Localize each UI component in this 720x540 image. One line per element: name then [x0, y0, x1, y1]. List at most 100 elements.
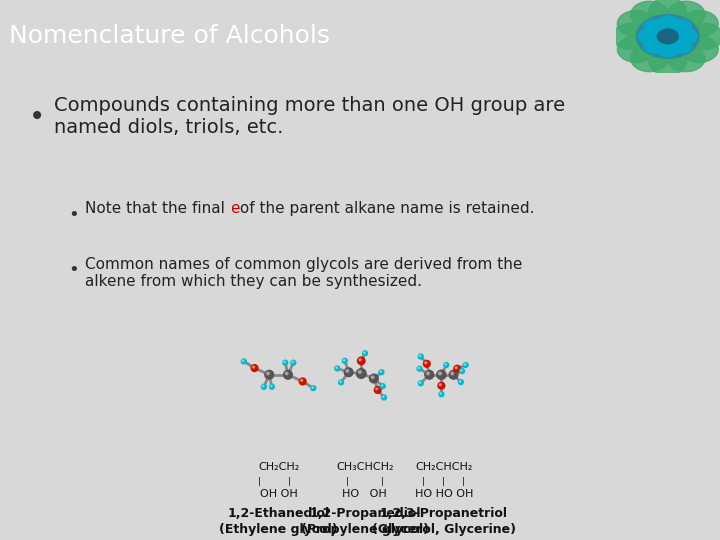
Circle shape [312, 387, 313, 388]
Circle shape [636, 15, 699, 58]
Circle shape [300, 378, 306, 385]
Text: HO   OH: HO OH [343, 489, 387, 499]
Circle shape [292, 361, 293, 363]
Circle shape [657, 29, 678, 44]
Circle shape [639, 29, 660, 44]
Circle shape [372, 376, 374, 379]
Circle shape [445, 363, 446, 365]
Circle shape [380, 371, 382, 372]
Circle shape [364, 352, 365, 353]
Circle shape [418, 367, 420, 369]
Circle shape [667, 45, 705, 72]
Circle shape [644, 20, 665, 35]
Circle shape [461, 370, 462, 371]
Circle shape [437, 370, 446, 380]
Circle shape [269, 384, 274, 389]
Circle shape [649, 49, 687, 75]
Circle shape [338, 380, 343, 385]
Circle shape [382, 384, 383, 386]
Circle shape [382, 396, 384, 397]
Circle shape [439, 383, 441, 386]
Circle shape [680, 11, 719, 37]
Circle shape [284, 361, 285, 363]
Circle shape [363, 351, 367, 356]
Circle shape [454, 365, 461, 372]
Circle shape [419, 355, 420, 356]
Circle shape [266, 372, 269, 375]
Circle shape [423, 360, 431, 367]
Circle shape [243, 360, 244, 361]
Circle shape [464, 363, 466, 365]
Circle shape [262, 386, 264, 387]
Circle shape [344, 368, 353, 376]
Circle shape [343, 360, 345, 361]
Text: HO HO OH: HO HO OH [415, 489, 473, 499]
Text: •: • [68, 206, 79, 224]
Circle shape [613, 23, 650, 50]
Text: 1,2,3-Propanetriol: 1,2,3-Propanetriol [380, 507, 508, 520]
Text: |   |   |: | | | [421, 477, 467, 486]
Circle shape [376, 388, 378, 390]
Circle shape [427, 372, 429, 375]
Circle shape [311, 386, 316, 390]
Circle shape [439, 392, 444, 396]
Circle shape [617, 36, 655, 62]
Text: e: e [230, 201, 239, 217]
Circle shape [359, 359, 361, 361]
Circle shape [463, 363, 468, 368]
Circle shape [379, 370, 384, 375]
Circle shape [340, 381, 341, 382]
Text: CH₂CH₂: CH₂CH₂ [258, 462, 300, 472]
Circle shape [251, 364, 258, 372]
Circle shape [670, 38, 691, 53]
Circle shape [644, 38, 665, 53]
Circle shape [417, 366, 422, 371]
Circle shape [657, 16, 678, 31]
Text: (Propylene glycol): (Propylene glycol) [301, 523, 429, 536]
Circle shape [301, 380, 302, 381]
Circle shape [271, 386, 272, 387]
Circle shape [451, 372, 454, 375]
Text: OH OH: OH OH [260, 489, 297, 499]
Text: •: • [68, 261, 79, 279]
Circle shape [380, 384, 385, 389]
Circle shape [440, 393, 441, 394]
Text: of the parent alkane name is retained.: of the parent alkane name is retained. [235, 201, 534, 217]
Text: 1,2-Ethanediol: 1,2-Ethanediol [228, 507, 330, 520]
Circle shape [419, 382, 420, 383]
Circle shape [358, 357, 365, 364]
Circle shape [253, 366, 255, 368]
Text: |     |: | | [257, 477, 292, 486]
Circle shape [617, 11, 655, 37]
Circle shape [631, 45, 668, 72]
Circle shape [241, 359, 246, 364]
Circle shape [382, 395, 387, 400]
Text: Note that the final: Note that the final [85, 201, 230, 217]
Circle shape [291, 360, 296, 365]
Circle shape [284, 370, 292, 379]
Circle shape [657, 42, 678, 57]
Text: (Glycerol, Glycerine): (Glycerol, Glycerine) [372, 523, 516, 536]
Circle shape [265, 370, 274, 379]
Circle shape [438, 372, 441, 375]
Text: CH₂CHCH₂: CH₂CHCH₂ [415, 462, 472, 472]
Circle shape [335, 366, 340, 371]
Text: •: • [29, 103, 45, 131]
Circle shape [649, 0, 687, 24]
Circle shape [359, 370, 361, 374]
Circle shape [631, 1, 668, 28]
Circle shape [455, 367, 457, 369]
Circle shape [283, 360, 288, 365]
Text: Compounds containing more than one OH group are
named diols, triols, etc.: Compounds containing more than one OH gr… [54, 96, 565, 137]
Circle shape [459, 380, 463, 384]
Circle shape [418, 354, 423, 359]
Circle shape [261, 384, 266, 389]
Circle shape [459, 381, 461, 382]
Circle shape [418, 381, 423, 386]
Circle shape [369, 374, 378, 383]
Text: |      |: | | [345, 477, 385, 486]
Circle shape [444, 363, 449, 368]
Circle shape [346, 369, 348, 372]
Circle shape [449, 370, 458, 379]
Circle shape [425, 370, 433, 379]
